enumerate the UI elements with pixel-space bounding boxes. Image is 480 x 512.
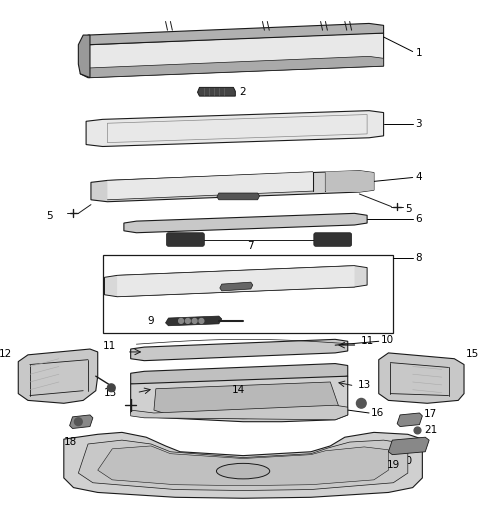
Polygon shape: [88, 56, 384, 78]
Text: 21: 21: [424, 425, 438, 435]
Text: 4: 4: [416, 172, 422, 182]
Polygon shape: [397, 413, 422, 426]
Text: 13: 13: [104, 388, 117, 398]
Polygon shape: [83, 24, 384, 45]
Text: 13: 13: [358, 380, 371, 390]
Polygon shape: [131, 376, 348, 422]
Polygon shape: [379, 353, 464, 403]
Polygon shape: [78, 35, 90, 78]
FancyBboxPatch shape: [167, 233, 204, 246]
Text: 11: 11: [103, 341, 116, 351]
Polygon shape: [80, 33, 384, 78]
Text: 20: 20: [399, 456, 412, 466]
Circle shape: [357, 398, 366, 408]
Polygon shape: [388, 437, 429, 455]
Polygon shape: [98, 446, 388, 486]
Text: 18: 18: [64, 437, 77, 447]
Polygon shape: [217, 193, 260, 200]
Text: 9: 9: [147, 316, 154, 326]
Text: 11: 11: [361, 336, 374, 346]
Text: 6: 6: [416, 214, 422, 224]
Text: 1: 1: [416, 48, 422, 57]
Polygon shape: [70, 415, 93, 429]
Circle shape: [108, 384, 115, 392]
Polygon shape: [91, 170, 374, 202]
Circle shape: [192, 318, 197, 324]
Text: 19: 19: [386, 460, 400, 471]
Polygon shape: [105, 266, 367, 296]
Text: 8: 8: [416, 253, 422, 263]
Polygon shape: [154, 382, 340, 419]
FancyBboxPatch shape: [314, 233, 352, 246]
Text: 7: 7: [248, 241, 254, 251]
Polygon shape: [124, 214, 367, 233]
Text: 2: 2: [239, 87, 246, 97]
Circle shape: [199, 318, 204, 324]
Polygon shape: [86, 111, 384, 146]
Text: 5: 5: [47, 211, 53, 221]
Text: 15: 15: [466, 349, 479, 359]
Polygon shape: [325, 170, 374, 192]
Text: 17: 17: [424, 409, 438, 419]
Polygon shape: [198, 88, 235, 96]
Polygon shape: [117, 266, 355, 296]
Polygon shape: [220, 282, 253, 291]
Polygon shape: [131, 405, 348, 420]
Bar: [103, 255, 393, 333]
Ellipse shape: [216, 463, 270, 479]
Circle shape: [414, 427, 421, 434]
Text: 3: 3: [416, 119, 422, 129]
Text: 12: 12: [0, 349, 12, 359]
Polygon shape: [64, 432, 422, 498]
Circle shape: [179, 318, 183, 324]
Polygon shape: [166, 316, 222, 326]
Polygon shape: [108, 172, 313, 200]
Polygon shape: [78, 440, 408, 490]
Text: 14: 14: [232, 385, 245, 395]
Polygon shape: [131, 339, 348, 360]
Text: 5: 5: [405, 204, 411, 215]
Polygon shape: [131, 364, 348, 386]
Circle shape: [74, 418, 82, 425]
Polygon shape: [18, 349, 98, 403]
Circle shape: [185, 318, 190, 324]
Text: 16: 16: [371, 408, 384, 418]
Text: 10: 10: [381, 335, 394, 345]
